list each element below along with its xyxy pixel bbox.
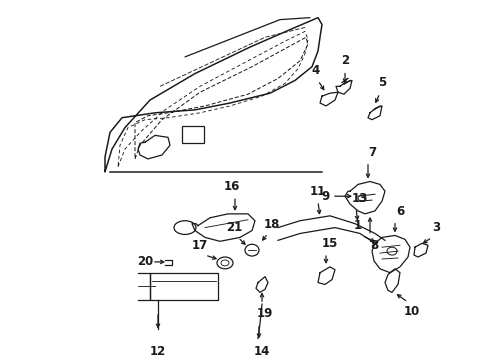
Text: 18: 18: [264, 217, 280, 230]
Text: 16: 16: [224, 180, 240, 193]
Text: 8: 8: [370, 239, 378, 252]
Text: 21: 21: [226, 221, 242, 234]
Text: 3: 3: [432, 221, 440, 234]
Text: 13: 13: [352, 192, 368, 205]
Text: 19: 19: [257, 307, 273, 320]
Bar: [150, 273, 218, 300]
Text: 2: 2: [341, 54, 349, 67]
Text: 15: 15: [322, 237, 338, 250]
Text: 1: 1: [354, 220, 362, 233]
Text: 11: 11: [310, 185, 326, 198]
Text: 17: 17: [192, 239, 208, 252]
Text: 12: 12: [150, 345, 166, 358]
Text: 14: 14: [254, 345, 270, 358]
Bar: [182, 126, 204, 143]
Text: 4: 4: [312, 63, 320, 77]
Text: 20: 20: [137, 256, 153, 269]
Text: 9: 9: [321, 190, 329, 203]
Text: 7: 7: [368, 146, 376, 159]
Text: 5: 5: [378, 76, 386, 89]
Text: 6: 6: [396, 205, 404, 218]
Text: 10: 10: [404, 305, 420, 318]
